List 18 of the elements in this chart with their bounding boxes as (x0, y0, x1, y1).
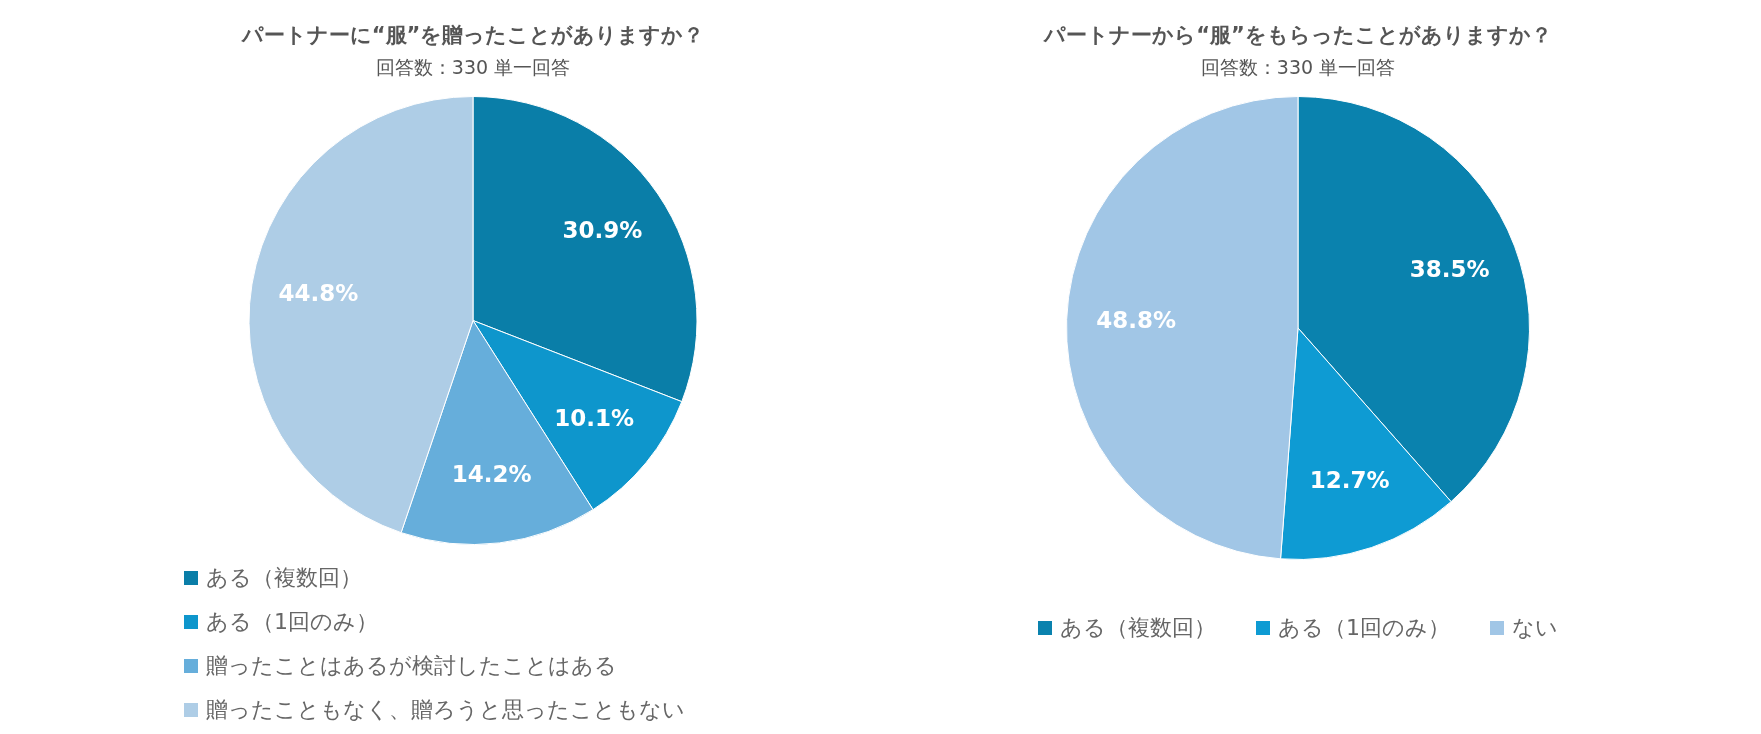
chart-title: パートナーから“服”をもらったことがありますか？ (1043, 23, 1552, 48)
chart-title: パートナーに“服”を贈ったことがありますか？ (240, 23, 705, 48)
legend-label: ある（複数回） (206, 564, 362, 592)
data-label: 38.5% (1409, 255, 1490, 282)
legend-label: ない (1512, 614, 1558, 642)
legend-label: ある（1回のみ） (1278, 614, 1450, 642)
data-label: 10.1% (554, 405, 635, 432)
chart-subtitle: 回答数：330 単一回答 (375, 55, 571, 78)
data-label: 44.8% (278, 279, 359, 306)
legend-label: 贈ったこともなく、贈ろうと思ったこともない (206, 696, 685, 724)
data-label: 48.8% (1096, 306, 1176, 333)
data-label: 30.9% (562, 216, 643, 243)
chart-subtitle: 回答数：330 単一回答 (1200, 55, 1396, 78)
legend-label: ある（複数回） (1060, 614, 1216, 642)
data-label: 14.2% (451, 461, 532, 488)
legend-label: 贈ったことはあるが検討したことはある (206, 652, 617, 680)
legend-label: ある（1回のみ） (206, 608, 378, 636)
data-label: 12.7% (1309, 466, 1390, 493)
